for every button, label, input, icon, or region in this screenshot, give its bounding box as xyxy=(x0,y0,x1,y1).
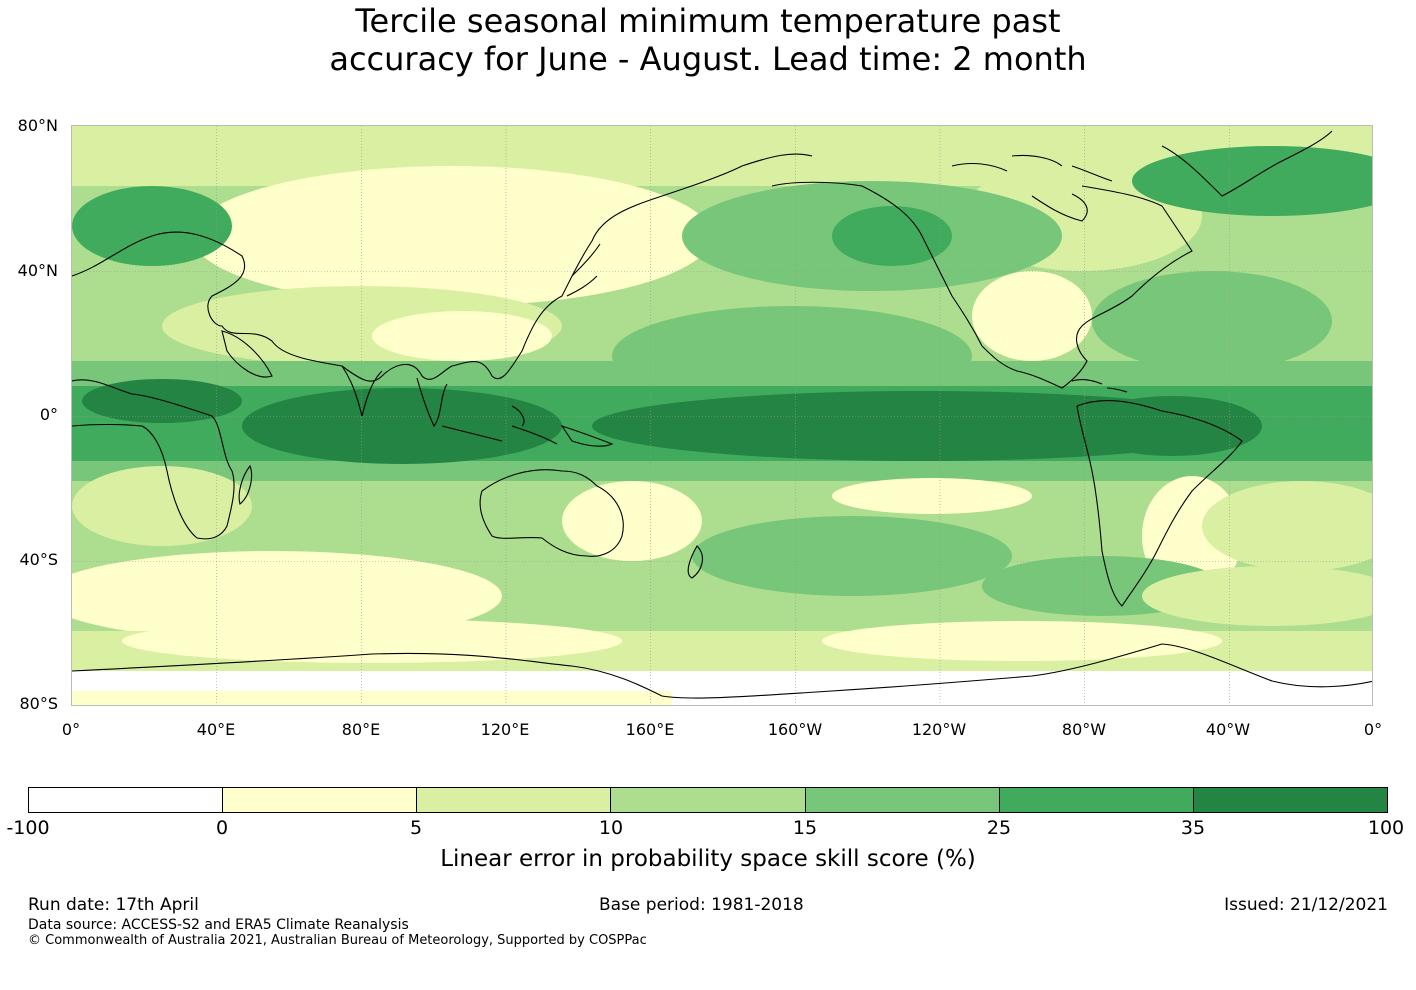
colorbar-tick-2: 5 xyxy=(409,817,423,839)
lon-label-80w: 80°W xyxy=(1061,720,1107,739)
australia-coast xyxy=(479,469,624,557)
antarctica-coast xyxy=(72,643,1372,699)
skill-shading xyxy=(72,126,1372,705)
skill-score-map xyxy=(71,125,1373,706)
lon-label-0-east: 0° xyxy=(1363,720,1383,739)
colorbar-tick-1: 0 xyxy=(215,817,229,839)
base-period: Base period: 1981-2018 xyxy=(599,895,804,915)
lon-label-120e: 120°E xyxy=(480,720,530,739)
lon-label-40e: 40°E xyxy=(196,720,236,739)
lat-label-80s: 80°S xyxy=(19,694,58,713)
colorbar xyxy=(28,787,1388,813)
indonesia-coast xyxy=(441,405,558,445)
issued-date: Issued: 21/12/2021 xyxy=(1224,895,1388,915)
title-line-2: accuracy for June - August. Lead time: 2… xyxy=(329,40,1087,78)
colorbar-label: Linear error in probability space skill … xyxy=(440,846,976,872)
colorbar-tick-5: 25 xyxy=(986,817,1012,839)
greenland-coast xyxy=(1161,130,1333,197)
japan-coast xyxy=(566,243,601,297)
africa-coast xyxy=(72,379,235,540)
colorbar-tick-0: -100 xyxy=(6,817,50,839)
colorbar-segment-3 xyxy=(611,788,806,812)
lat-label-40n: 40°N xyxy=(17,261,58,280)
graticule xyxy=(72,126,1372,705)
india-coast xyxy=(341,365,383,417)
title-line-1: Tercile seasonal minimum temperature pas… xyxy=(355,2,1061,40)
colorbar-tick-4: 15 xyxy=(792,817,818,839)
lat-label-equator: 0° xyxy=(39,405,58,424)
hudson-coast xyxy=(1031,193,1088,222)
caribbean-islands xyxy=(1071,379,1128,393)
colorbar-tick-6: 35 xyxy=(1180,817,1206,839)
north-america-coast xyxy=(771,181,1193,389)
colorbar-tick-3: 10 xyxy=(598,817,624,839)
colorbar-segment-1 xyxy=(223,788,418,812)
map-canvas xyxy=(72,126,1372,705)
new-zealand-coast xyxy=(687,545,703,579)
lon-label-0: 0° xyxy=(61,720,81,739)
colorbar-segment-5 xyxy=(999,788,1194,812)
lon-label-80e: 80°E xyxy=(341,720,381,739)
data-source: Data source: ACCESS-S2 and ERA5 Climate … xyxy=(28,917,409,933)
eurasia-coast xyxy=(72,153,813,382)
lat-label-40s: 40°S xyxy=(19,550,58,569)
colorbar-segment-6 xyxy=(1193,788,1387,812)
arctic-islands xyxy=(951,154,1113,182)
new-guinea-coast xyxy=(560,424,614,447)
colorbar-tick-7: 100 xyxy=(1367,817,1405,839)
chart-title: Tercile seasonal minimum temperature pas… xyxy=(0,2,1416,78)
coastlines xyxy=(72,130,1372,699)
colorbar-segment-0 xyxy=(29,788,224,812)
run-date: Run date: 17th April xyxy=(28,895,199,915)
lon-label-120w: 120°W xyxy=(911,720,967,739)
arabia-coast xyxy=(221,330,273,378)
south-america-coast xyxy=(1076,400,1243,607)
lon-label-40w: 40°W xyxy=(1205,720,1251,739)
colorbar-segment-2 xyxy=(417,788,612,812)
southeast-asia-coast xyxy=(416,377,448,428)
lon-label-160e: 160°E xyxy=(625,720,675,739)
lat-label-80n: 80°N xyxy=(17,116,58,135)
copyright: © Commonwealth of Australia 2021, Austra… xyxy=(28,933,647,948)
lon-label-160w: 160°W xyxy=(767,720,823,739)
colorbar-segment-4 xyxy=(805,788,1000,812)
madagascar-coast xyxy=(238,464,253,505)
